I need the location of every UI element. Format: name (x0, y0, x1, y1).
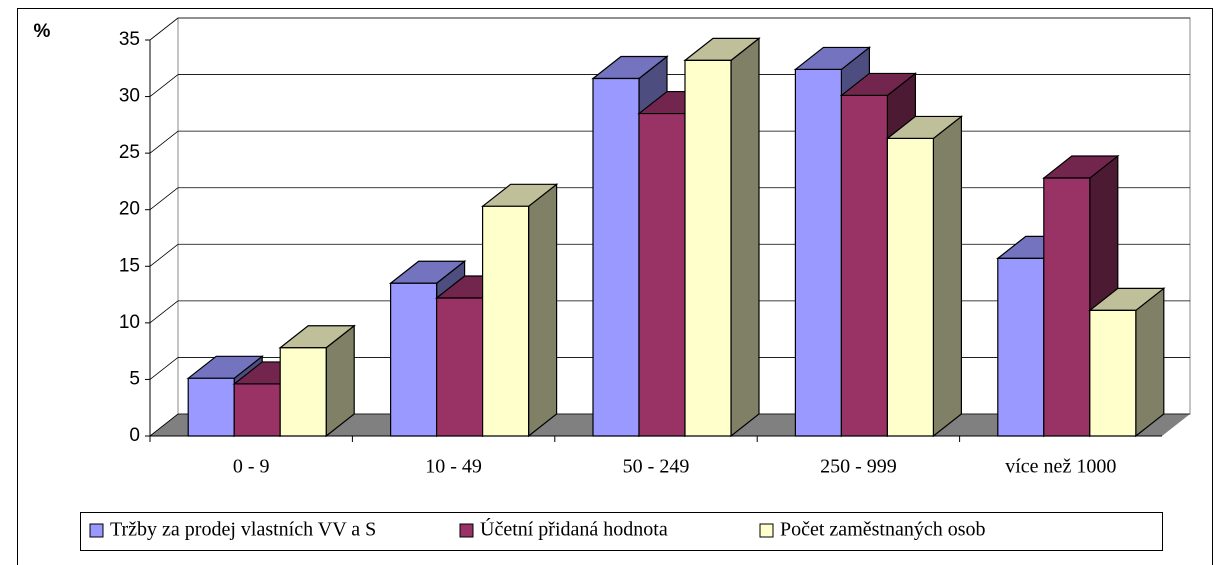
bar-front (638, 112, 686, 437)
bar (278, 324, 356, 438)
bar (683, 37, 761, 438)
bar-front (482, 205, 530, 437)
bar-front (886, 137, 935, 437)
bar-front (1043, 177, 1091, 437)
bar-side (1135, 287, 1165, 438)
grid-line (149, 130, 179, 154)
bar-front (840, 94, 889, 437)
y-tick-label: 35 (119, 29, 140, 50)
legend-swatch (759, 523, 774, 538)
grid-line (149, 17, 179, 41)
grid-line (149, 413, 179, 437)
x-tick-label: více než 1000 (1005, 456, 1116, 478)
bar-front (233, 383, 281, 437)
grid-line (149, 243, 179, 267)
legend-label: Tržby za prodej vlastních VV a S (110, 519, 376, 541)
y-tick-label: 30 (119, 86, 140, 107)
grid-line (149, 300, 179, 324)
x-tick-label: 250 - 999 (820, 456, 897, 478)
y-axis-label: % (34, 21, 51, 42)
legend-box (80, 512, 1163, 551)
x-tick-label: 10 - 49 (425, 456, 482, 478)
bar-side (932, 115, 963, 438)
legend-label: Účetní přidaná hodnota (480, 517, 668, 541)
legend-label: Počet zaměstnaných osob (780, 519, 986, 541)
y-tick-label: 25 (119, 142, 140, 163)
bar-front (997, 257, 1045, 437)
bar-front (279, 347, 327, 437)
bar-front (187, 377, 235, 437)
y-tick-label: 0 (129, 425, 140, 446)
y-tick-label: 15 (119, 255, 140, 276)
x-tick-label: 50 - 249 (623, 456, 690, 478)
bar-side (527, 183, 558, 438)
bar (1088, 287, 1166, 438)
y-tick-label: 5 (129, 368, 140, 389)
chart-border (17, 8, 1213, 565)
bar-front (684, 59, 732, 437)
grid-line (149, 187, 179, 211)
bar-side (730, 37, 760, 438)
y-tick-label: 10 (119, 312, 140, 333)
legend-swatch (89, 523, 104, 538)
bar-front (436, 297, 484, 437)
grid-line (149, 357, 179, 380)
bar-front (1089, 309, 1137, 437)
bar (480, 183, 559, 438)
bar-front (592, 77, 640, 437)
bar-front (794, 68, 843, 437)
x-tick-label: 0 - 9 (233, 456, 270, 478)
legend-swatch (459, 523, 474, 538)
grid-line (149, 74, 179, 97)
bar (885, 115, 964, 438)
bar-front (390, 282, 438, 437)
y-tick-label: 20 (119, 199, 140, 220)
